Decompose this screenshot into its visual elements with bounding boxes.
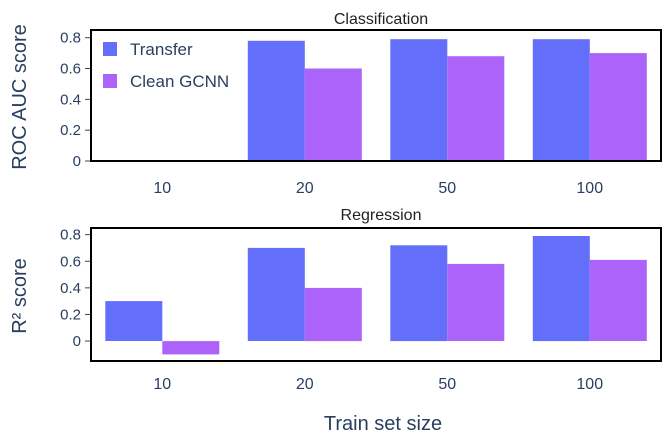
y-tick-label: 0.6 bbox=[60, 61, 81, 78]
y-tick-label: 0.4 bbox=[60, 91, 81, 108]
x-tick-label-10: 10 bbox=[153, 180, 171, 197]
bar-clean-gcnn-100 bbox=[589, 53, 647, 161]
regression-title: Regression bbox=[341, 207, 422, 224]
legend-swatch-transfer bbox=[103, 42, 117, 56]
classification-bars bbox=[247, 39, 647, 162]
legend-label-clean-gcnn: Clean GCNN bbox=[130, 72, 229, 91]
y-tick-label: 0.4 bbox=[60, 280, 81, 297]
classification-x-ticks: 10 20 50 100 bbox=[153, 180, 603, 197]
bar-transfer-20 bbox=[247, 40, 305, 161]
x-tick-label-20: 20 bbox=[296, 180, 314, 197]
x-axis-label: Train set size bbox=[324, 413, 442, 433]
classification-y-ticks: 0 0.2 0.4 0.6 0.8 bbox=[60, 30, 91, 170]
y-tick-label: 0.8 bbox=[60, 227, 81, 244]
bar-transfer-50 bbox=[390, 39, 448, 162]
bar-transfer-20 bbox=[247, 247, 305, 341]
classification-plot-frame bbox=[90, 29, 662, 162]
y-tick-label: 0.6 bbox=[60, 253, 81, 270]
y-tick-label: 0.2 bbox=[60, 306, 81, 323]
bar-transfer-50 bbox=[390, 245, 448, 342]
legend-swatch-clean-gcnn bbox=[103, 74, 117, 88]
classification-panel: Classification ROC AUC score 00.20.40.60… bbox=[9, 11, 662, 197]
x-tick-label-50: 50 bbox=[438, 180, 456, 197]
bar-transfer-100 bbox=[532, 236, 590, 342]
regression-x-ticks: 10 20 50 100 bbox=[153, 376, 603, 393]
x-tick-label-100: 100 bbox=[576, 376, 603, 393]
legend: Transfer Clean GCNN bbox=[103, 40, 229, 91]
regression-bars bbox=[105, 236, 647, 355]
y-tick-label: 0.8 bbox=[60, 30, 81, 47]
x-tick-label-50: 50 bbox=[438, 376, 456, 393]
classification-title: Classification bbox=[334, 11, 428, 28]
bar-clean-gcnn-50 bbox=[447, 263, 505, 341]
y-tick-label: 0 bbox=[73, 333, 81, 350]
bar-clean-gcnn-100 bbox=[589, 259, 647, 341]
regression-y-ticks: 0 0.2 0.4 0.6 0.8 bbox=[60, 227, 91, 350]
regression-plot-frame bbox=[90, 227, 662, 362]
bar-clean-gcnn-10 bbox=[162, 341, 220, 355]
bar-clean-gcnn-20 bbox=[304, 68, 362, 161]
bar-transfer-100 bbox=[532, 39, 590, 162]
legend-label-transfer: Transfer bbox=[130, 40, 193, 59]
y-tick-label: 0.2 bbox=[60, 122, 81, 139]
bar-clean-gcnn-50 bbox=[447, 56, 505, 162]
y-tick-label: 0 bbox=[73, 153, 81, 170]
bar-transfer-10 bbox=[105, 301, 163, 341]
regression-panel: Regression R² score 0 0.2 0.4 0.6 0.8 10 20 50… bbox=[9, 207, 662, 393]
regression-y-axis-label: R² score bbox=[9, 258, 31, 334]
x-tick-label-100: 100 bbox=[576, 180, 603, 197]
classification-y-axis-label: ROC AUC score bbox=[9, 24, 31, 170]
x-tick-label-10: 10 bbox=[153, 376, 171, 393]
x-tick-label-20: 20 bbox=[296, 376, 314, 393]
bar-clean-gcnn-20 bbox=[304, 287, 362, 342]
